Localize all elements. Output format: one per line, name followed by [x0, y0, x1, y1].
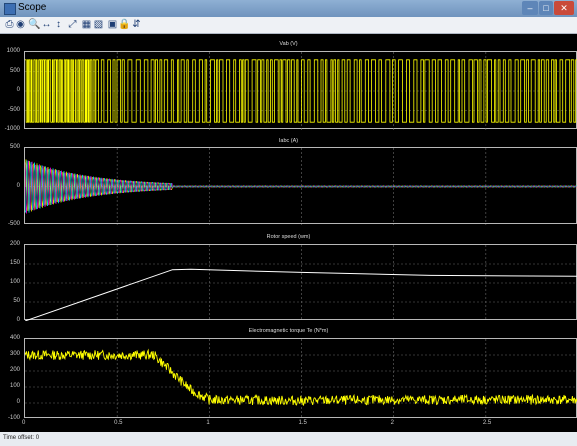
time-offset-label: Time offset:	[3, 435, 35, 441]
x-tick-label: 2.5	[482, 420, 492, 426]
series-line-phase-2	[25, 160, 577, 214]
time-offset-value: 0	[35, 435, 40, 441]
plot-title: Vab (V)	[279, 41, 298, 47]
toolbar: ⎙ ◉ 🔍 ↔ ↕ ⤢ ▦ ▧ ▣ 🔒 ⇵	[0, 17, 577, 34]
y-tick-label: 0	[16, 87, 20, 93]
zoom-y-icon[interactable]: ↕	[56, 19, 61, 30]
plot-title: Rotor speed (wm)	[266, 234, 311, 240]
y-tick-label: 1000	[6, 48, 20, 54]
y-tick-label: 150	[9, 260, 20, 266]
parameters-icon[interactable]: ◉	[16, 19, 25, 30]
y-tick-label: 300	[9, 351, 20, 357]
axes-torque[interactable]	[24, 338, 577, 419]
y-tick-label: 200	[9, 241, 20, 247]
y-tick-label: 0	[16, 317, 20, 323]
y-tick-label: -500	[7, 106, 20, 113]
save-axes-icon[interactable]: ▦	[81, 19, 92, 30]
axes-rotor-speed[interactable]	[24, 244, 577, 321]
x-tick-label: 1	[206, 420, 210, 426]
y-tick-label: 100	[9, 279, 20, 285]
print-icon[interactable]: ⎙	[5, 19, 14, 30]
y-tick-label: 100	[9, 383, 20, 389]
axes-vab[interactable]	[24, 51, 577, 130]
y-tick-label: -100	[7, 415, 20, 421]
series-line-rotor-speed	[25, 268, 577, 321]
panel-torque: Electromagnetic torque Te (N*m) 400 300 20…	[0, 322, 577, 432]
y-tick-label: 0	[16, 399, 20, 405]
y-tick-label: -500	[7, 221, 20, 227]
zoom-in-icon[interactable]: 🔍	[28, 19, 41, 30]
y-tick-label: 500	[9, 144, 20, 150]
maximize-button[interactable]: □	[539, 1, 553, 15]
close-button[interactable]: ✕	[554, 1, 574, 15]
axes-iabc[interactable]	[24, 147, 577, 225]
y-tick-label: 500	[9, 67, 20, 74]
y-tick-label: 200	[9, 367, 20, 373]
restore-axes-icon[interactable]: ▧	[93, 19, 104, 30]
panel-rotor-speed: Rotor speed (wm) 200 150 100 50 0	[0, 228, 577, 323]
floating-scope-icon[interactable]: ▣	[107, 19, 118, 30]
series-line-phase-1	[25, 159, 577, 212]
scope-app-icon	[4, 3, 16, 15]
window-title: Scope	[18, 2, 47, 13]
zoom-x-icon[interactable]: ↔	[41, 19, 52, 30]
x-tick-label: 0.5	[114, 420, 123, 426]
series-line-vab	[25, 59, 577, 123]
minimize-button[interactable]: –	[522, 1, 538, 15]
panel-iabc: Iabc (A) 500 0 -500	[0, 132, 577, 227]
y-tick-label: 400	[9, 335, 20, 341]
autoscale-icon[interactable]: ⤢	[68, 19, 77, 30]
plot-title: Iabc (A)	[278, 138, 299, 144]
plot-title: Electromagnetic torque Te (N*m)	[248, 328, 329, 334]
title-bar: Scope – □ ✕	[0, 0, 577, 17]
y-tick-label: -1000	[4, 126, 20, 132]
x-tick-label: 0	[22, 420, 26, 426]
lock-icon[interactable]: 🔒	[118, 19, 131, 30]
y-tick-label: 50	[13, 298, 20, 304]
series-line-phase-3	[25, 160, 577, 213]
plot-area: Vab (V) 1000 500 0 -500 -1000 Iabc (A) 500 0-…	[0, 34, 577, 432]
x-tick-label: 1.5	[298, 420, 307, 426]
status-bar: Time offset: 0	[0, 432, 577, 446]
panel-vab: Vab (V) 1000 500 0 -500 -1000	[0, 34, 577, 132]
y-tick-label: 0	[16, 182, 20, 189]
signal-selector-icon[interactable]: ⇵	[132, 19, 141, 30]
series-line-torque	[25, 348, 577, 407]
x-tick-label: 2	[390, 420, 394, 426]
